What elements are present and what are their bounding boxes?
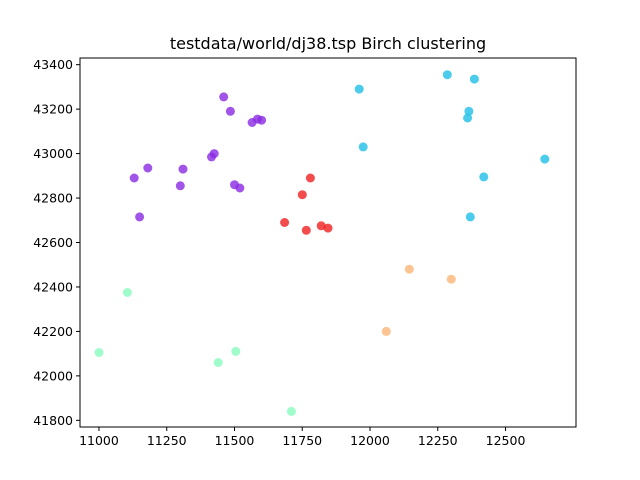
data-point-cluster-1-14: [135, 212, 145, 222]
y-tick-label: 42400: [33, 279, 73, 294]
data-point-cluster-5-3: [231, 346, 241, 356]
x-tick-label: 12500: [486, 433, 526, 448]
data-point-cluster-1-5: [257, 115, 267, 125]
data-point-cluster-1-1: [219, 92, 229, 102]
data-point-cluster-3-2: [297, 190, 307, 200]
x-tick-label: 12250: [418, 433, 458, 448]
data-point-cluster-1-10: [129, 173, 139, 183]
data-point-cluster-2-3: [354, 84, 364, 94]
axes-layer: 11000 11250 11500 11750 12000 12250 12500 41800…: [33, 57, 577, 448]
y-tick-label: 41800: [33, 413, 73, 428]
data-point-cluster-5-4: [213, 358, 223, 367]
data-point-cluster-1-9: [178, 164, 188, 174]
data-point-cluster-1-8: [143, 163, 153, 173]
data-point-cluster-1-13: [235, 183, 245, 193]
y-tick-label: 43200: [33, 102, 73, 117]
y-tick-label: 43000: [33, 146, 73, 161]
data-point-cluster-3-4: [316, 221, 326, 231]
data-point-cluster-1-11: [175, 181, 185, 191]
y-tick-label: 42200: [33, 324, 73, 339]
chart-title: testdata/world/dj38.tsp Birch clustering: [170, 34, 486, 53]
data-point-cluster-4-2: [446, 274, 456, 284]
x-tick-label: 12000: [350, 433, 390, 448]
data-point-cluster-2-5: [463, 113, 473, 123]
data-point-cluster-3-3: [280, 218, 290, 227]
y-tick-label: 42800: [33, 191, 73, 206]
x-tick-label: 11750: [282, 433, 322, 448]
data-point-cluster-2-1: [442, 70, 452, 80]
x-tick-label: 11500: [215, 433, 255, 448]
data-point-cluster-2-2: [469, 74, 479, 84]
y-tick-label: 42000: [33, 368, 73, 383]
data-point-cluster-2-8: [479, 172, 489, 182]
data-point-cluster-5-2: [94, 348, 104, 357]
data-point-cluster-2-9: [465, 212, 475, 222]
data-point-cluster-2-4: [464, 106, 474, 116]
data-point-cluster-1-2: [225, 106, 235, 116]
data-point-cluster-2-7: [540, 154, 550, 164]
data-point-cluster-3-6: [301, 225, 311, 235]
data-point-cluster-3-5: [323, 223, 333, 233]
x-tick-label: 11000: [79, 433, 119, 448]
y-tick-label: 43400: [33, 57, 73, 72]
data-point-cluster-1-7: [209, 149, 219, 159]
data-point-cluster-2-6: [358, 142, 368, 152]
data-point-cluster-5-1: [122, 288, 132, 297]
points-layer: [94, 70, 550, 416]
data-point-cluster-5-5: [286, 406, 296, 416]
data-point-cluster-4-1: [404, 264, 414, 274]
data-point-cluster-4-3: [381, 326, 391, 336]
y-tick-label: 42600: [33, 235, 73, 250]
data-point-cluster-3-1: [305, 173, 315, 183]
x-tick-label: 11250: [147, 433, 187, 448]
